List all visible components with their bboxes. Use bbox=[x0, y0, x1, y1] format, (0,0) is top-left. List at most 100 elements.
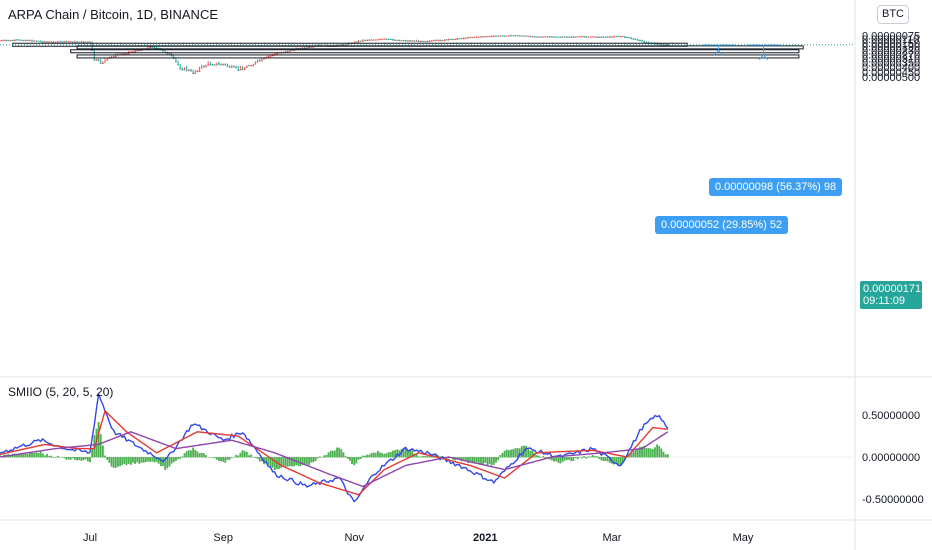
histogram-bar bbox=[248, 455, 250, 458]
candle-body bbox=[581, 36, 583, 38]
candle-body bbox=[497, 35, 500, 37]
time-tick-label: May bbox=[733, 532, 754, 544]
candle-body bbox=[106, 59, 109, 61]
candle-body bbox=[611, 36, 613, 38]
candle-body bbox=[364, 39, 366, 41]
candle-body bbox=[136, 50, 139, 52]
histogram-bar bbox=[591, 455, 594, 458]
histogram-bar bbox=[278, 457, 280, 469]
candle-body bbox=[548, 36, 551, 38]
histogram-bar bbox=[117, 457, 119, 467]
histogram-bar bbox=[284, 457, 287, 467]
histogram-bar bbox=[48, 455, 51, 458]
candle-body bbox=[473, 36, 476, 38]
histogram-bar bbox=[376, 450, 379, 458]
candle-body bbox=[576, 36, 579, 38]
histogram-bar bbox=[619, 457, 622, 466]
candle-body bbox=[495, 35, 497, 37]
candle-body bbox=[449, 38, 452, 40]
candle-body bbox=[258, 60, 261, 62]
histogram-bar bbox=[153, 457, 156, 463]
histogram-bar bbox=[606, 457, 609, 462]
candle-body bbox=[658, 43, 661, 45]
histogram-bar bbox=[402, 447, 405, 458]
candle-body bbox=[598, 36, 601, 38]
candle-body bbox=[275, 53, 278, 55]
candle-body bbox=[583, 36, 585, 38]
histogram-bar bbox=[630, 452, 633, 458]
histogram-bar bbox=[159, 457, 162, 467]
histogram-bar bbox=[447, 457, 450, 459]
candle-body bbox=[626, 37, 628, 39]
candle-body bbox=[3, 40, 5, 42]
price-tick-label: 0.00000150 bbox=[862, 38, 920, 50]
candle-body bbox=[606, 36, 609, 38]
histogram-bar bbox=[507, 450, 510, 458]
candle-body bbox=[447, 39, 450, 41]
candle-body bbox=[480, 36, 482, 38]
histogram-bar bbox=[179, 457, 182, 459]
histogram-bar bbox=[471, 457, 474, 464]
candle-body bbox=[78, 41, 81, 43]
histogram-bar bbox=[22, 454, 25, 458]
histogram-bar bbox=[639, 446, 641, 458]
histogram-bar bbox=[181, 456, 184, 458]
histogram-bar bbox=[342, 452, 345, 458]
histogram-bar bbox=[404, 448, 407, 458]
candle-body bbox=[91, 49, 94, 51]
histogram-bar bbox=[52, 457, 55, 458]
histogram-bar bbox=[35, 452, 38, 458]
histogram-bar bbox=[529, 450, 532, 458]
histogram-bar bbox=[490, 457, 493, 466]
candle-body bbox=[166, 53, 169, 55]
histogram-bar bbox=[585, 457, 588, 459]
histogram-bar bbox=[235, 454, 237, 458]
histogram-bar bbox=[636, 448, 639, 458]
histogram-bar bbox=[333, 450, 336, 458]
histogram-bar bbox=[86, 457, 89, 462]
histogram-bar bbox=[542, 456, 545, 458]
time-tick-label: 2021 bbox=[473, 532, 497, 544]
candle-body bbox=[639, 40, 641, 42]
histogram-bar bbox=[220, 457, 222, 462]
histogram-bar bbox=[409, 449, 411, 458]
candle-body bbox=[52, 42, 55, 44]
candle-body bbox=[342, 44, 345, 46]
candle-body bbox=[211, 64, 214, 66]
histogram-bar bbox=[301, 457, 304, 465]
candle-body bbox=[514, 35, 517, 37]
candle-body bbox=[357, 41, 360, 43]
candle-body bbox=[233, 66, 235, 68]
candle-body bbox=[256, 61, 259, 63]
price-tick-label: 0.00000450 bbox=[862, 67, 920, 79]
histogram-bar bbox=[106, 457, 109, 460]
histogram-bar bbox=[127, 457, 130, 464]
currency-button[interactable]: BTC bbox=[877, 5, 909, 24]
histogram-bar bbox=[187, 450, 190, 458]
histogram-bar bbox=[510, 449, 512, 458]
candle-body bbox=[196, 71, 199, 73]
candle-body bbox=[578, 36, 581, 38]
candle-body bbox=[97, 60, 100, 62]
candle-body bbox=[430, 40, 433, 42]
candle-body bbox=[224, 64, 227, 66]
histogram-bar bbox=[555, 457, 558, 462]
candle-body bbox=[565, 36, 568, 38]
candle-body bbox=[462, 38, 465, 40]
histogram-bar bbox=[306, 457, 308, 465]
histogram-bar bbox=[46, 453, 48, 458]
candle-body bbox=[570, 36, 573, 38]
histogram-bar bbox=[82, 457, 85, 461]
candle-body bbox=[202, 66, 205, 68]
candle-body bbox=[391, 39, 394, 41]
histogram-bar bbox=[331, 450, 334, 458]
histogram-bar bbox=[233, 456, 235, 458]
candle-body bbox=[175, 61, 177, 63]
candle-body bbox=[74, 41, 76, 43]
histogram-bar bbox=[366, 454, 369, 458]
histogram-bar bbox=[666, 454, 669, 458]
candle-body bbox=[54, 42, 57, 44]
histogram-bar bbox=[196, 451, 199, 458]
histogram-bar bbox=[398, 450, 401, 458]
